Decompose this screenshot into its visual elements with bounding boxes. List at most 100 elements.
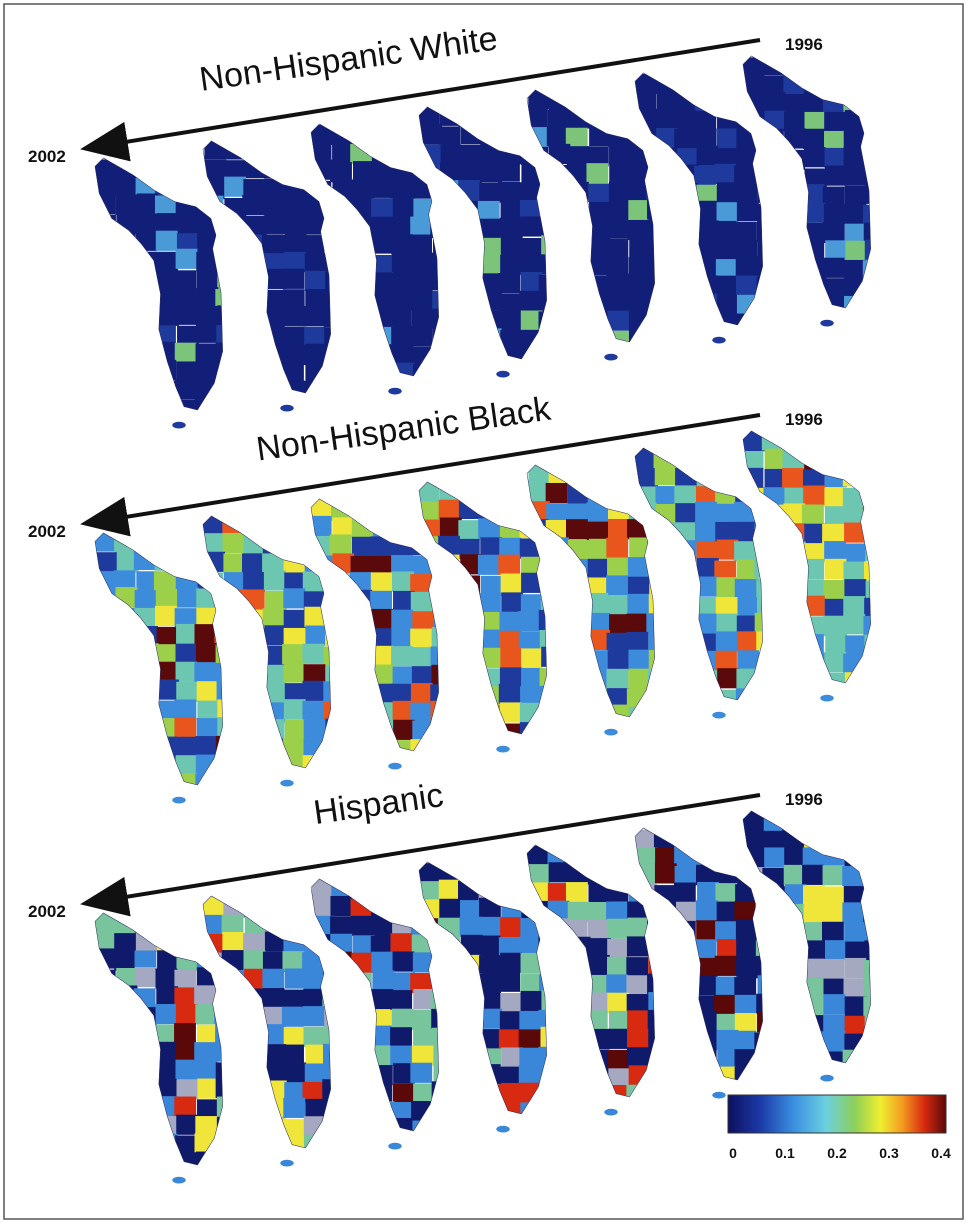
county <box>586 108 608 128</box>
county <box>714 164 736 184</box>
county <box>439 723 461 743</box>
county <box>215 400 237 420</box>
county <box>117 698 139 718</box>
county <box>324 570 346 590</box>
county <box>654 688 676 708</box>
county <box>115 1043 137 1063</box>
county <box>824 830 846 850</box>
county <box>202 896 224 916</box>
county <box>717 128 739 148</box>
county <box>566 955 588 975</box>
county <box>460 630 482 650</box>
keys <box>820 695 833 702</box>
county <box>648 686 670 706</box>
county <box>567 686 589 706</box>
county <box>756 994 778 1014</box>
county <box>175 533 197 553</box>
county <box>500 255 522 275</box>
county <box>304 1027 326 1047</box>
county <box>626 975 648 995</box>
county <box>116 587 138 607</box>
county <box>134 756 156 776</box>
county <box>676 1031 698 1051</box>
county <box>824 112 846 132</box>
keys <box>604 354 617 361</box>
county <box>628 557 650 577</box>
county <box>95 645 117 665</box>
county <box>264 895 286 915</box>
county <box>863 205 885 225</box>
county <box>481 917 503 937</box>
county <box>310 383 332 403</box>
county <box>176 249 198 269</box>
county <box>195 1116 217 1136</box>
county <box>627 632 649 652</box>
county <box>548 938 570 958</box>
county <box>525 349 547 369</box>
county <box>372 365 394 385</box>
state-map <box>310 497 456 779</box>
county <box>223 553 245 573</box>
county <box>372 970 394 990</box>
county <box>649 576 671 596</box>
county <box>135 590 157 610</box>
county <box>302 644 324 664</box>
county <box>393 1083 415 1103</box>
keys <box>820 1075 833 1082</box>
county <box>655 559 677 579</box>
county <box>802 671 824 691</box>
county <box>264 195 286 215</box>
county <box>521 145 543 165</box>
keys <box>388 388 401 395</box>
county <box>177 157 199 177</box>
county <box>588 1068 610 1088</box>
county <box>461 347 483 367</box>
keys <box>388 1143 401 1150</box>
county <box>305 271 327 291</box>
county <box>566 295 588 315</box>
county <box>526 107 548 127</box>
county <box>498 182 520 202</box>
county <box>500 311 522 331</box>
county <box>627 594 649 614</box>
county <box>218 791 240 811</box>
county <box>743 847 765 867</box>
county <box>136 344 158 364</box>
county <box>843 431 865 451</box>
county <box>283 381 305 401</box>
county <box>606 108 628 128</box>
county <box>350 144 372 164</box>
county <box>242 326 264 346</box>
county <box>546 165 568 185</box>
county <box>97 986 119 1006</box>
county <box>844 958 866 978</box>
county <box>390 990 412 1010</box>
county <box>441 1121 463 1141</box>
county <box>177 933 199 953</box>
county <box>305 625 327 645</box>
county <box>411 290 433 310</box>
county <box>196 643 218 663</box>
county <box>117 1154 139 1174</box>
counties <box>526 463 672 745</box>
county <box>330 916 352 936</box>
county <box>675 276 697 296</box>
county <box>418 162 440 182</box>
county <box>588 955 610 975</box>
county <box>479 612 501 632</box>
county <box>134 1171 156 1191</box>
county <box>802 57 824 77</box>
county <box>743 91 765 111</box>
county <box>844 543 866 563</box>
county <box>676 258 698 278</box>
county <box>695 1050 717 1070</box>
county <box>782 468 804 488</box>
county <box>265 515 287 535</box>
county <box>754 1032 776 1052</box>
county <box>825 166 847 186</box>
county <box>370 126 392 146</box>
county <box>762 868 784 888</box>
county <box>695 75 717 95</box>
county <box>156 380 178 400</box>
county <box>460 330 482 350</box>
